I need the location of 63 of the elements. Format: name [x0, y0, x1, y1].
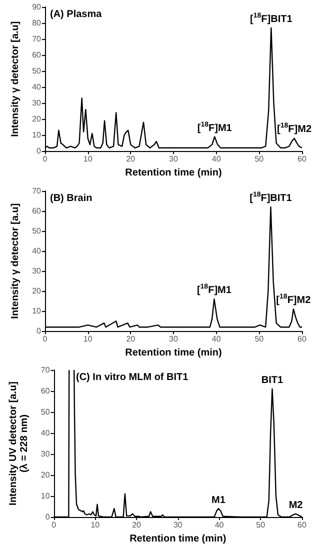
chart-title: (B) Brain: [50, 193, 92, 204]
y-tick-label: 40: [40, 428, 50, 438]
x-axis-title: Retention time (min): [130, 533, 226, 544]
y-tick-label: 10: [32, 306, 42, 316]
x-tick-label: 10: [90, 520, 100, 530]
annotation: [$^{18}$F]M1: [197, 120, 232, 134]
y-tick-label: 0: [36, 326, 42, 336]
x-tick-label: 20: [132, 520, 142, 530]
x-tick-label: 30: [173, 520, 183, 530]
x-tick-label: 50: [256, 520, 266, 530]
x-tick-label: 30: [169, 154, 178, 164]
x-tick-label: 20: [126, 154, 136, 164]
y-tick-label: 80: [32, 18, 42, 28]
chart-title: (C) In vitro MLM of BIT1: [76, 372, 188, 383]
annotation: M1: [211, 494, 226, 506]
x-axis-title: Retention time (min): [125, 168, 222, 178]
y-tick-label: 60: [32, 206, 42, 216]
y-tick-label: 30: [32, 266, 42, 276]
x-tick-label: 60: [298, 154, 307, 164]
y-tick-label: 50: [40, 408, 50, 416]
y-tick-label: 40: [32, 82, 42, 92]
y-tick-label: 20: [32, 114, 42, 124]
y-axis-title: Intensity γ detector [a.u]: [10, 203, 22, 319]
x-tick-label: 10: [83, 154, 93, 164]
y-tick-label: 50: [32, 226, 42, 236]
y-tick-label: 70: [32, 34, 42, 44]
x-tick-label: 40: [212, 154, 222, 164]
y-tick-label: 0: [45, 512, 50, 522]
x-axis-title: Retention time (min): [125, 348, 222, 358]
y-tick-label: 50: [32, 66, 42, 76]
y-tick-label: 70: [40, 366, 50, 374]
x-tick-label: 60: [298, 520, 307, 530]
annotation: [$^{18}$F]M2: [276, 292, 311, 306]
y-tick-label: 20: [40, 470, 50, 480]
y-tick-label: 20: [32, 286, 42, 296]
annotation: BIT1: [261, 374, 284, 386]
x-tick-label: 40: [212, 334, 222, 344]
x-tick-label: 40: [214, 520, 224, 530]
x-tick-label: 50: [254, 334, 264, 344]
chart-title: (A) Plasma: [50, 9, 102, 20]
y-tick-label: 70: [32, 186, 42, 196]
y-axis-title: Intensity UV detector [a.u] (λ = 228 nm): [8, 382, 30, 506]
y-tick-label: 10: [40, 492, 50, 500]
annotation: [$^{18}$F]M2: [277, 122, 312, 136]
y-tick-label: 0: [36, 146, 42, 156]
x-tick-label: 20: [126, 334, 136, 344]
annotation: [$^{18}$F]BIT1: [250, 11, 292, 25]
annotation: [$^{18}$F]BIT1: [250, 190, 292, 204]
x-tick-label: 60: [298, 334, 307, 344]
y-axis-title: Intensity γ detector [a.u]: [10, 21, 22, 137]
y-tick-label: 60: [40, 386, 50, 396]
x-tick-label: 0: [52, 520, 57, 530]
y-tick-label: 90: [32, 2, 42, 12]
y-tick-label: 60: [32, 50, 42, 60]
x-tick-label: 50: [254, 154, 264, 164]
x-tick-label: 10: [83, 334, 93, 344]
y-tick-label: 30: [40, 450, 50, 458]
y-tick-label: 40: [32, 246, 42, 256]
x-tick-label: 30: [169, 334, 178, 344]
annotation: M2: [288, 500, 303, 511]
annotation: [$^{18}$F]M1: [196, 282, 232, 296]
y-tick-label: 10: [32, 130, 42, 140]
y-tick-label: 30: [32, 98, 42, 108]
